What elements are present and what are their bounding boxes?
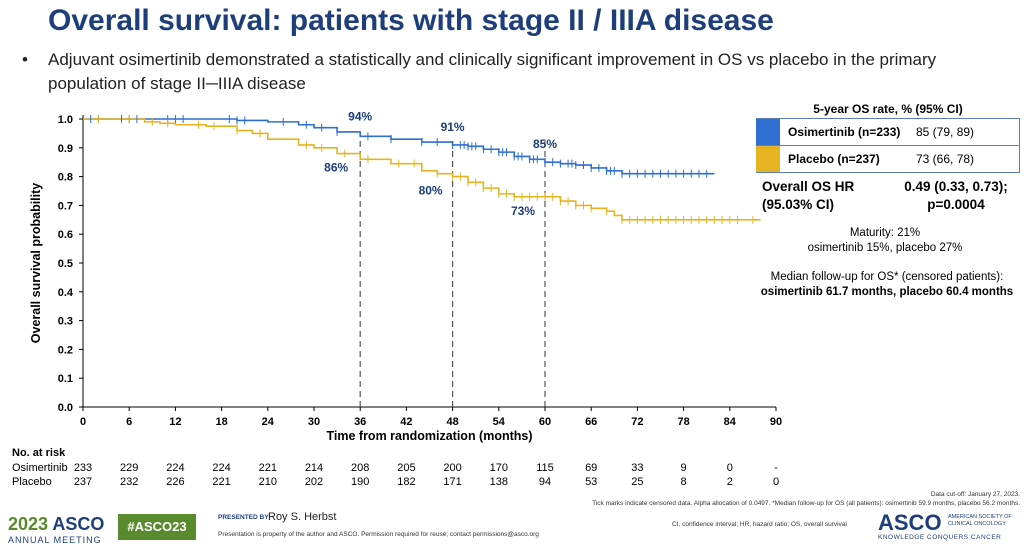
risk-value: 229 [120, 462, 139, 474]
os-table-header: 5-year OS rate, % (95% CI) [813, 102, 963, 116]
x-tick-label: 72 [631, 416, 643, 428]
os-table-label: Placebo (n=237) [788, 152, 880, 166]
risk-value: 0 [772, 476, 780, 488]
risk-value: 25 [631, 476, 644, 488]
risk-value: 2 [726, 476, 733, 488]
series-line-placebo [83, 118, 761, 221]
x-tick-label: 0 [80, 416, 86, 428]
risk-value: 233 [73, 462, 93, 474]
os-table-label: Osimertinib (n=233) [788, 125, 901, 139]
y-tick-label: 0.3 [58, 316, 73, 328]
x-axis-label: Time from randomization (months) [326, 429, 532, 443]
x-tick-label: 24 [262, 416, 275, 428]
annotation-label: 86% [324, 160, 348, 174]
os-table-value: 85 (79, 89) [916, 125, 975, 139]
os-table-value: 73 (66, 78) [916, 152, 975, 166]
risk-value: 200 [443, 462, 462, 474]
risk-value: 94 [538, 476, 552, 488]
risk-value: 226 [166, 476, 185, 488]
risk-value: 208 [351, 462, 370, 474]
risk-table-title: No. at risk [12, 447, 66, 459]
risk-value: 214 [304, 462, 324, 474]
risk-value: 190 [351, 476, 370, 488]
property-note: Presentation is property of the author a… [218, 531, 539, 538]
x-tick-label: 60 [539, 416, 551, 428]
y-tick-label: 0.0 [58, 402, 73, 414]
risk-value: 171 [443, 476, 462, 488]
x-tick-label: 66 [585, 416, 597, 428]
y-tick-label: 0.1 [58, 373, 73, 385]
y-axis-label: Overall survival probability [29, 183, 43, 344]
hr-value: 0.49 (0.33, 0.73); p=0.0004 [904, 179, 1008, 212]
os-table-row-placebo: Placebo (n=237) 73 (66, 78) [756, 145, 1020, 173]
presented-by-label: PRESENTED BY: [218, 514, 271, 521]
y-tick-label: 0.2 [58, 344, 73, 356]
y-tick-label: 0.9 [58, 143, 73, 155]
annotation-label: 85% [533, 137, 557, 151]
maturity-text: Maturity: 21% osimertinib 15%, placebo 27… [807, 227, 963, 254]
x-tick-label: 54 [493, 416, 506, 428]
y-tick-label: 1.0 [58, 114, 73, 126]
y-tick-label: 0.6 [58, 229, 73, 241]
annotation-label: 80% [419, 184, 443, 198]
risk-value: 170 [489, 462, 508, 474]
risk-value: 210 [258, 476, 277, 488]
risk-value: 221 [212, 476, 231, 488]
bullet-text: Adjuvant osimertinib demonstrated a stat… [48, 50, 937, 93]
x-tick-label: 84 [724, 416, 737, 428]
risk-value: 0 [726, 462, 733, 474]
x-tick-label: 18 [215, 416, 227, 428]
asco-society-logo: ASCO AMERICAN SOCIETY OF CLINICAL ONCOLO… [878, 510, 1012, 541]
risk-value: 138 [489, 476, 508, 488]
x-tick-label: 78 [677, 416, 689, 428]
risk-value: 232 [120, 476, 139, 488]
x-tick-label: 6 [126, 416, 132, 428]
y-tick-label: 0.7 [58, 200, 73, 212]
slide-title: Overall survival: patients with stage II… [48, 4, 774, 37]
risk-value: 33 [631, 462, 644, 474]
risk-label-osimertinib: Osimertinib [12, 462, 68, 474]
hr-label: Overall OS HR (95.03% CI) [762, 179, 855, 212]
x-tick-label: 48 [446, 416, 458, 428]
risk-value: 8 [680, 476, 687, 488]
risk-value: 115 [536, 462, 554, 474]
x-tick-label: 90 [770, 416, 782, 428]
y-tick-label: 0.8 [58, 172, 73, 184]
y-tick-label: 0.5 [58, 258, 73, 270]
x-tick-label: 12 [169, 416, 181, 428]
osimertinib-swatch [756, 119, 780, 145]
risk-value: 69 [585, 462, 598, 474]
placebo-swatch [756, 146, 780, 172]
risk-value: 205 [397, 462, 416, 474]
risk-value: 53 [585, 476, 598, 488]
presenter-name: Roy S. Herbst [268, 511, 337, 523]
abbreviation-note: CI, confidence interval; HR, hazard rati… [672, 521, 847, 528]
y-tick-label: 0.4 [58, 287, 74, 299]
annotation-label: 73% [511, 204, 535, 218]
cutoff-note: Data cut-off: January 27, 2023. [930, 491, 1020, 498]
annotation-label: 94% [348, 109, 372, 123]
x-tick-label: 30 [308, 416, 320, 428]
os-table-row-osimertinib: Osimertinib (n=233) 85 (79, 89) [756, 118, 1020, 145]
risk-value: 237 [73, 476, 93, 488]
x-tick-label: 36 [354, 416, 366, 428]
asco-meeting-logo: 2023 ASCO ANNUAL MEETING [8, 514, 105, 545]
risk-value: 202 [304, 476, 324, 488]
risk-value: 9 [680, 462, 687, 474]
risk-value: - [774, 462, 778, 474]
risk-label-placebo: Placebo [12, 476, 52, 488]
risk-value: 182 [397, 476, 416, 488]
risk-value: 224 [212, 462, 231, 474]
tick-note: Tick marks indicate censored data. Alpha… [592, 500, 1020, 507]
risk-value: 221 [258, 462, 277, 474]
followup-text: Median follow-up for OS* (censored patie… [760, 271, 1014, 298]
bullet-marker: • [22, 50, 28, 69]
hashtag-badge: #ASCO23 [118, 514, 196, 540]
x-tick-label: 42 [400, 416, 412, 428]
risk-value: 224 [166, 462, 185, 474]
os-rate-table: 5-year OS rate, % (95% CI) Osimertinib (… [756, 100, 1020, 173]
annotation-label: 91% [441, 120, 465, 134]
